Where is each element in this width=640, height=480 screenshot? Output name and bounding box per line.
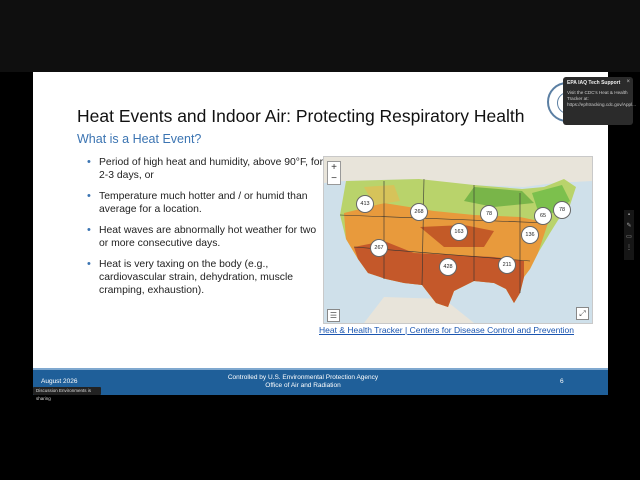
map-bubble[interactable]: 163 xyxy=(450,223,468,241)
footer-agency: Controlled by U.S. Environmental Protect… xyxy=(183,374,423,390)
map-caption: Heat & Health Tracker | Centers for Dise… xyxy=(319,325,574,335)
fit-icon[interactable]: ▭ xyxy=(626,234,632,240)
map-bubble[interactable]: 211 xyxy=(498,256,516,274)
slide-footer: August 2026 Controlled by U.S. Environme… xyxy=(33,370,608,395)
bullet-item: Heat is very taxing on the body (e.g., c… xyxy=(87,258,327,297)
zoom-in-button[interactable]: + xyxy=(331,162,337,173)
map-bubble[interactable]: 78 xyxy=(553,201,571,219)
map-bubble[interactable]: 136 xyxy=(521,226,539,244)
map-bubble[interactable]: 78 xyxy=(480,205,498,223)
sharing-indicator: Discussion Environments is sharing xyxy=(33,387,101,401)
map-bubble[interactable]: 65 xyxy=(534,207,552,225)
page-number: 6 xyxy=(560,378,564,385)
map-bubble[interactable]: 267 xyxy=(370,239,388,257)
pointer-icon[interactable]: ▪ xyxy=(627,212,631,218)
viewer-side-controls: ▪ ✎ ▭ ⋮ xyxy=(624,210,634,260)
notification-title: EPA IAQ Tech Support xyxy=(567,80,621,86)
map-bubble[interactable]: 268 xyxy=(410,203,428,221)
presentation-slide: Heat Events and Indoor Air: Protecting R… xyxy=(33,72,608,395)
heat-tracker-link[interactable]: Heat & Health Tracker xyxy=(319,325,403,335)
zoom-control: + − xyxy=(327,161,341,185)
footer-agency-line1: Controlled by U.S. Environmental Protect… xyxy=(227,374,379,381)
cdc-link[interactable]: Centers for Disease Control and Preventi… xyxy=(409,325,575,335)
bullet-item: Period of high heat and humidity, above … xyxy=(87,156,327,182)
footer-agency-line2: Office of Air and Radiation xyxy=(265,382,341,389)
bullet-item: Temperature much hotter and / or humid t… xyxy=(87,190,327,216)
caption-separator: | xyxy=(405,325,408,335)
bullet-item: Heat waves are abnormally hot weather fo… xyxy=(87,224,327,250)
slide-title: Heat Events and Indoor Air: Protecting R… xyxy=(77,106,525,126)
layers-icon[interactable]: ☰ xyxy=(327,309,340,322)
viewer-top-bar xyxy=(0,0,640,72)
expand-icon[interactable]: ⤢ xyxy=(576,307,589,320)
heat-map[interactable]: + − 413 268 78 65 78 163 136 267 428 211… xyxy=(323,156,593,324)
chat-notification[interactable]: EPA IAQ Tech Support Visit the CDC's Hea… xyxy=(563,77,636,125)
map-bubble[interactable]: 413 xyxy=(356,195,374,213)
us-heat-map-graphic xyxy=(324,157,592,323)
zoom-out-button[interactable]: − xyxy=(331,173,337,184)
more-icon[interactable]: ⋮ xyxy=(626,245,632,251)
footer-stripe xyxy=(33,368,608,370)
annotate-icon[interactable]: ✎ xyxy=(626,223,632,229)
bullet-list: Period of high heat and humidity, above … xyxy=(87,156,327,305)
map-bubble[interactable]: 428 xyxy=(439,258,457,276)
close-icon[interactable]: × xyxy=(626,79,630,85)
slide-subtitle: What is a Heat Event? xyxy=(77,132,202,146)
notification-body: Visit the CDC's Heat & Health Tracker at… xyxy=(567,90,636,107)
footer-date: August 2026 xyxy=(41,378,78,385)
